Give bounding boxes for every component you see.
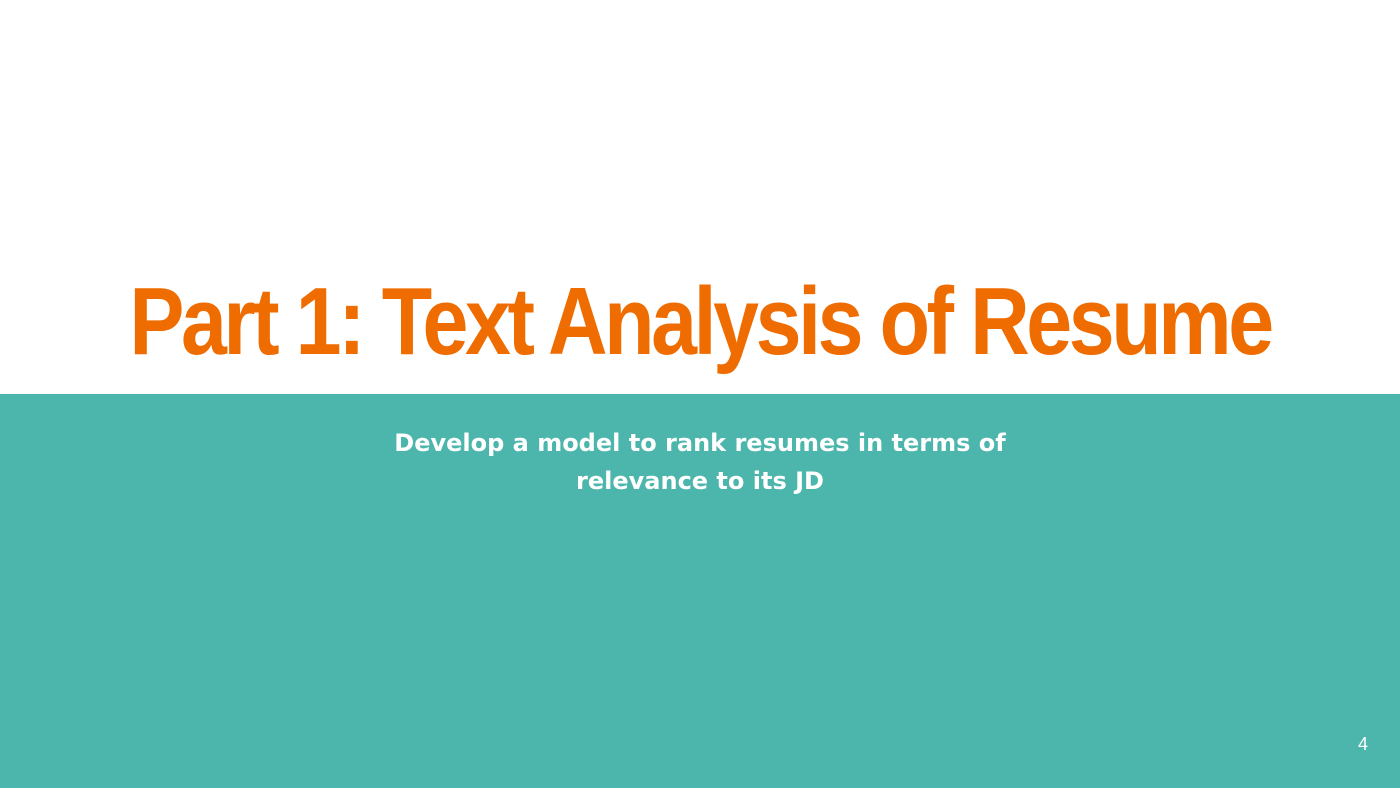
slide-title: Part 1: Text Analysis of Resume [129, 268, 1274, 375]
title-area: Part 1: Text Analysis of Resume [129, 268, 1275, 375]
subtitle-line-1: Develop a model to rank resumes in terms… [394, 429, 1006, 457]
slide-subtitle: Develop a model to rank resumes in terms… [350, 424, 1050, 500]
body-area: Develop a model to rank resumes in terms… [0, 394, 1400, 788]
subtitle-line-2: relevance to its JD [576, 467, 824, 495]
page-number: 4 [1357, 734, 1368, 754]
